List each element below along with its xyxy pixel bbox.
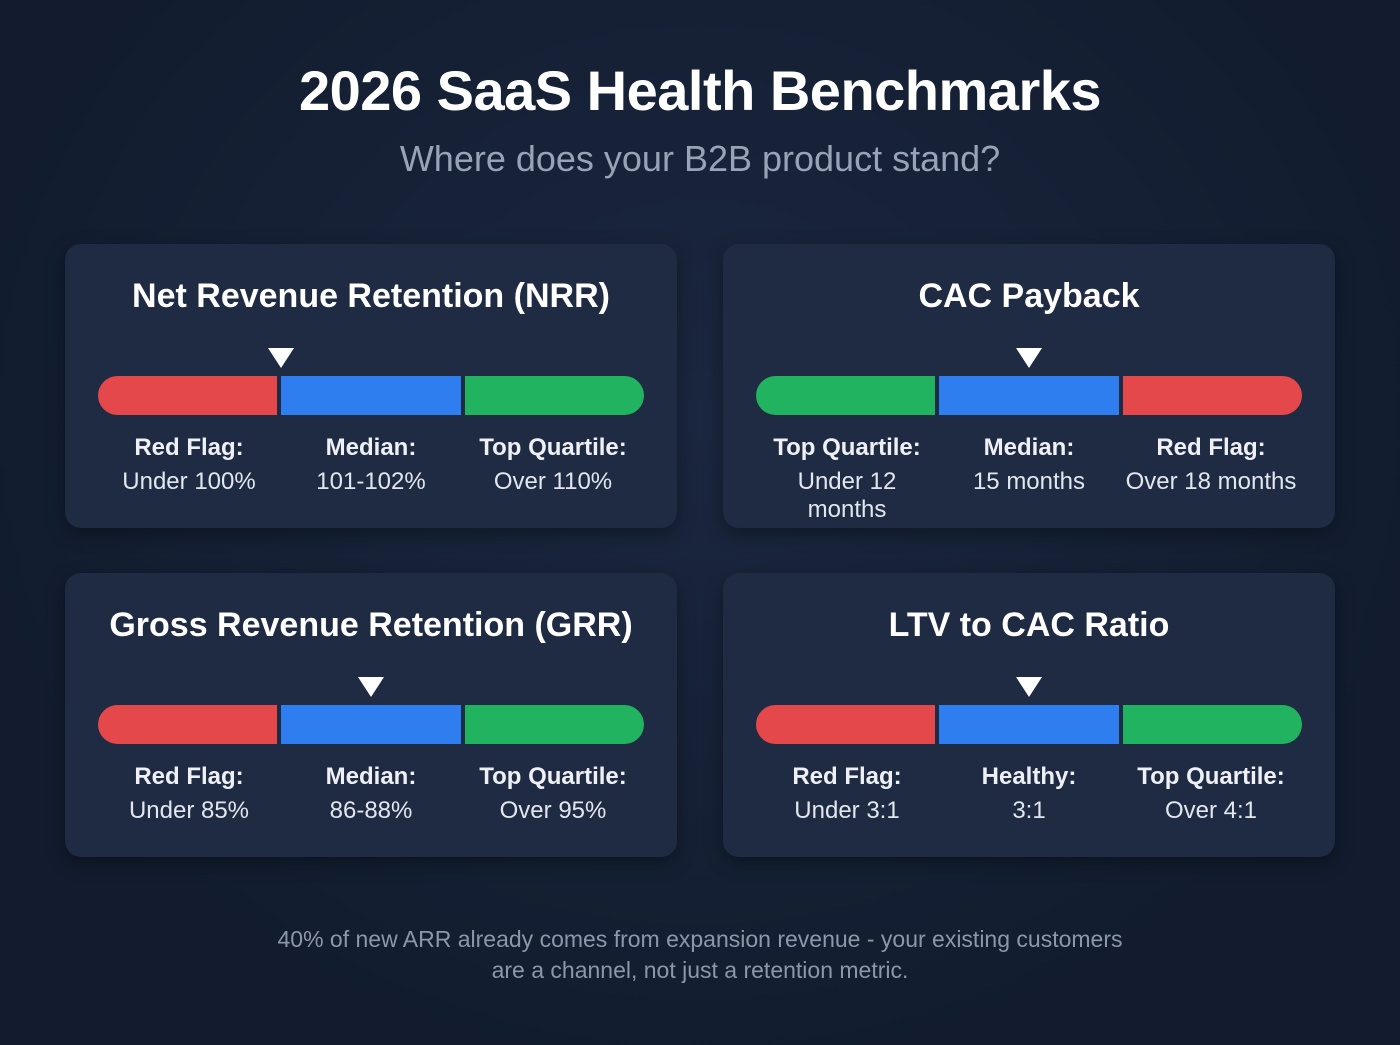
tier-label: Red Flag: Under 85% [98, 763, 280, 825]
tier-value: Under 12 months [797, 468, 897, 523]
bar-segment-median [281, 376, 461, 415]
tier-label: Median: 101-102% [280, 434, 462, 496]
benchmark-bar [756, 705, 1302, 744]
tier-value: Under 100% [122, 468, 256, 495]
tier-label: Red Flag: Under 100% [98, 434, 280, 496]
tier-label: Top Quartile: Over 95% [462, 763, 644, 825]
card-title: LTV to CAC Ratio [888, 606, 1170, 644]
tier-name: Top Quartile: [479, 763, 627, 790]
tier-labels: Top Quartile: Under 12 months Median: 15… [756, 434, 1302, 524]
marker-triangle-icon [358, 677, 384, 697]
card-cac-payback: CAC Payback Top Quartile: Under 12 month… [723, 244, 1335, 528]
tier-label: Top Quartile: Under 12 months [756, 434, 938, 524]
card-net-revenue-retention-nrr: Net Revenue Retention (NRR) Red Flag: Un… [65, 244, 677, 528]
tier-label: Red Flag: Over 18 months [1120, 434, 1302, 524]
bar-segment-red-flag [98, 376, 278, 415]
bar-segment-top-quartile [464, 705, 644, 744]
tier-name: Median: [983, 434, 1075, 461]
tier-value: Over 18 months [1125, 468, 1297, 495]
bar-segment-median [939, 376, 1119, 415]
tier-value: 3:1 [1012, 797, 1046, 824]
footer-line: are a channel, not just a retention metr… [491, 957, 909, 983]
marker-triangle-icon [267, 348, 294, 368]
tier-label: Median: 15 months [938, 434, 1120, 524]
tier-name: Top Quartile: [773, 434, 921, 461]
tier-name: Top Quartile: [1137, 763, 1285, 790]
page-title: 2026 SaaS Health Benchmarks [298, 59, 1102, 122]
tier-label: Top Quartile: Over 110% [462, 434, 644, 496]
tier-value: 15 months [972, 468, 1086, 495]
card-title: Gross Revenue Retention (GRR) [109, 606, 633, 644]
tier-label: Red Flag: Under 3:1 [756, 763, 938, 825]
tier-value: Over 4:1 [1164, 797, 1258, 824]
marker-triangle-icon [1016, 348, 1042, 368]
card-ltv-to-cac-ratio: LTV to CAC Ratio Red Flag: Under 3:1 Hea… [723, 573, 1335, 857]
tier-labels: Red Flag: Under 85% Median: 86-88% Top Q… [98, 763, 644, 825]
tier-name: Healthy: [981, 763, 1077, 790]
tier-label: Top Quartile: Over 4:1 [1120, 763, 1302, 825]
bar-segment-top-quartile [756, 376, 936, 415]
card-title: CAC Payback [918, 277, 1140, 315]
bar-segment-red-flag [756, 705, 936, 744]
tier-name: Median: [325, 434, 417, 461]
tier-value: Under 85% [128, 797, 250, 824]
bar-segment-top-quartile [464, 376, 644, 415]
tier-labels: Red Flag: Under 100% Median: 101-102% To… [98, 434, 644, 496]
benchmark-bar [98, 705, 644, 744]
tier-name: Top Quartile: [479, 434, 627, 461]
tier-value: 101-102% [316, 468, 426, 495]
marker-triangle-icon [1016, 677, 1042, 697]
tier-label: Median: 86-88% [280, 763, 462, 825]
tier-labels: Red Flag: Under 3:1 Healthy: 3:1 Top Qua… [756, 763, 1302, 825]
benchmark-bar [98, 376, 644, 415]
bar-segment-red-flag [98, 705, 278, 744]
tier-name: Red Flag: [1156, 434, 1266, 461]
bar-segment-median [281, 705, 461, 744]
tier-name: Red Flag: [134, 763, 244, 790]
tier-name: Red Flag: [792, 763, 902, 790]
tier-value: Over 110% [493, 468, 613, 495]
page-subtitle: Where does your B2B product stand? [399, 138, 1001, 179]
footer-note: 40% of new ARR already comes from expans… [0, 924, 1400, 986]
tier-name: Red Flag: [134, 434, 244, 461]
card-title: Net Revenue Retention (NRR) [132, 277, 610, 315]
benchmark-bar [756, 376, 1302, 415]
card-gross-revenue-retention-grr: Gross Revenue Retention (GRR) Red Flag: … [65, 573, 677, 857]
tier-name: Median: [325, 763, 417, 790]
bar-segment-red-flag [1122, 376, 1302, 415]
footer-line: 40% of new ARR already comes from expans… [277, 926, 1123, 952]
bar-segment-healthy [939, 705, 1119, 744]
tier-label: Healthy: 3:1 [938, 763, 1120, 825]
tier-value: 86-88% [329, 797, 413, 824]
tier-value: Over 95% [499, 797, 607, 824]
bar-segment-top-quartile [1122, 705, 1302, 744]
tier-value: Under 3:1 [794, 797, 900, 824]
